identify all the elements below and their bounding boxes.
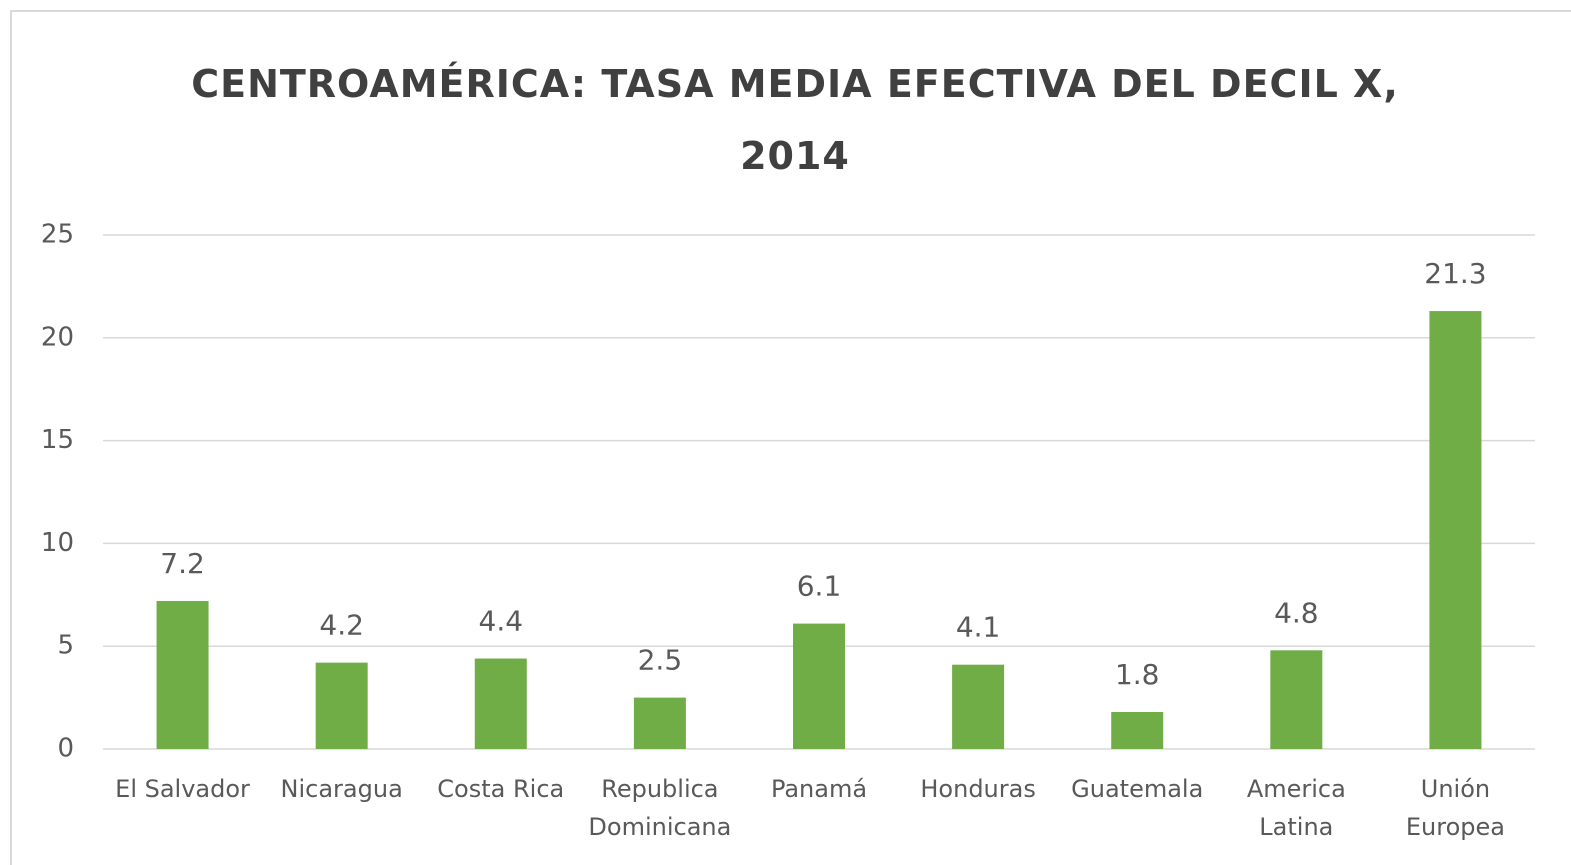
data-label: 21.3 xyxy=(1424,257,1486,290)
y-tick-label: 15 xyxy=(41,425,74,455)
bar xyxy=(952,664,1005,749)
data-label: 4.1 xyxy=(956,611,1001,644)
bar xyxy=(1270,650,1323,749)
data-label: 2.5 xyxy=(638,644,683,677)
data-label: 4.2 xyxy=(319,609,364,642)
bar xyxy=(1111,711,1164,749)
x-tick-label: Unión Europea xyxy=(1405,775,1505,841)
x-tick-label: Nicaragua xyxy=(280,775,403,803)
y-tick-label: 10 xyxy=(41,528,74,558)
bar xyxy=(633,697,686,749)
bar xyxy=(474,658,527,749)
x-tick-label: Republica Dominicana xyxy=(588,775,732,841)
x-tick-label: Panamá xyxy=(770,775,868,803)
data-label: 7.2 xyxy=(160,547,205,580)
y-tick-label: 25 xyxy=(41,220,74,250)
x-tick-label: America Latina xyxy=(1246,775,1346,841)
data-label: 4.8 xyxy=(1274,596,1319,629)
y-tick-label: 0 xyxy=(57,734,74,764)
y-tick-label: 20 xyxy=(41,322,74,352)
x-tick-label: Guatemala xyxy=(1071,775,1204,803)
bar xyxy=(1429,311,1482,749)
bar xyxy=(156,600,209,749)
chart-title: CENTROAMÉRICA: TASA MEDIA EFECTIVA DEL D… xyxy=(191,62,1399,178)
data-label: 1.8 xyxy=(1115,658,1160,691)
x-tick-label: Costa Rica xyxy=(437,775,565,803)
x-tick-label: Honduras xyxy=(920,775,1036,803)
bar xyxy=(315,662,368,749)
chart-frame xyxy=(10,10,1571,865)
data-label: 4.4 xyxy=(479,605,524,638)
x-tick-label: El Salvador xyxy=(115,775,250,803)
data-label: 6.1 xyxy=(797,570,842,603)
bar xyxy=(793,623,845,749)
y-tick-label: 5 xyxy=(57,631,74,661)
